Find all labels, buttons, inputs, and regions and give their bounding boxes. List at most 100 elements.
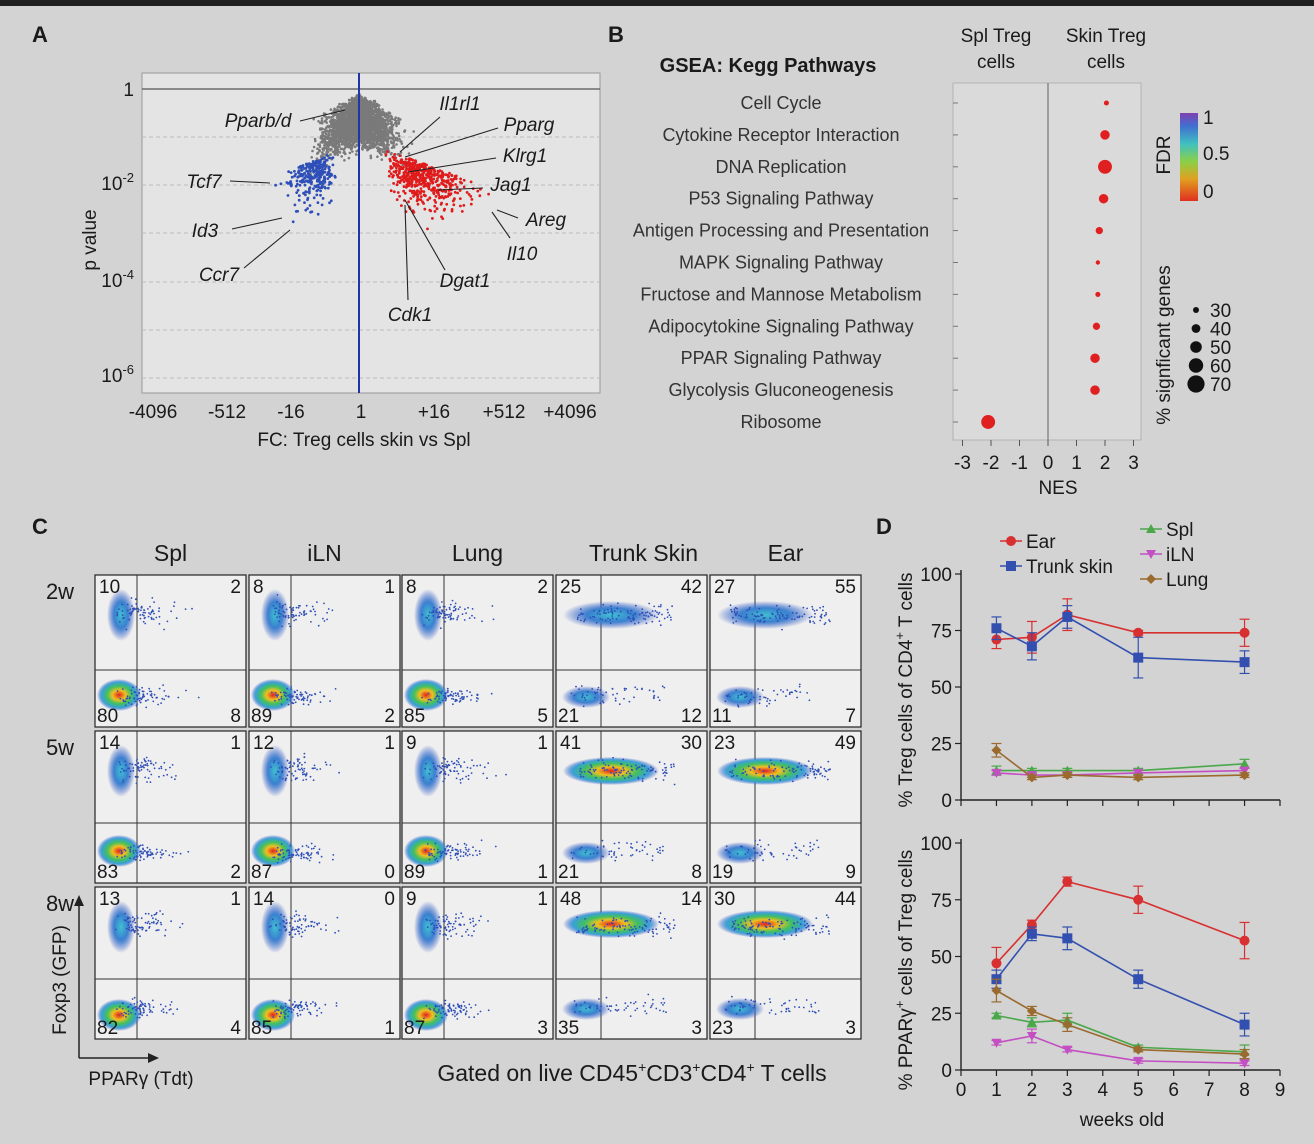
event-dot xyxy=(138,697,140,700)
gene-point xyxy=(351,105,355,108)
down-gene-point xyxy=(320,184,324,188)
down-gene-point xyxy=(297,194,301,198)
event-dot xyxy=(459,855,462,858)
gene-point xyxy=(311,149,314,153)
down-gene-point xyxy=(328,168,331,172)
event-dot xyxy=(601,767,604,770)
event-dot xyxy=(441,765,444,768)
event-dot xyxy=(191,607,193,610)
event-dot xyxy=(273,759,276,762)
event-dot xyxy=(650,769,653,771)
up-gene-point xyxy=(450,208,454,211)
event-dot xyxy=(305,692,308,695)
event-dot xyxy=(289,844,292,847)
event-dot xyxy=(296,689,299,692)
gene-point xyxy=(398,137,401,141)
event-dot xyxy=(455,777,458,780)
gene-point xyxy=(337,112,340,116)
event-dot xyxy=(153,767,156,770)
event-dot xyxy=(435,775,438,778)
up-gene-point xyxy=(452,203,456,207)
event-dot xyxy=(140,761,143,764)
event-dot xyxy=(143,849,146,852)
up-gene-point xyxy=(433,198,437,202)
event-dot xyxy=(733,608,736,611)
gene-point xyxy=(354,124,357,128)
event-dot xyxy=(596,688,599,691)
quadrant-lr: 8 xyxy=(230,706,241,727)
event-dot xyxy=(579,848,581,851)
up-gene-point xyxy=(425,173,428,177)
quadrant-ur: 1 xyxy=(384,577,395,598)
event-dot xyxy=(301,845,304,848)
event-dot xyxy=(146,846,149,849)
quadrant-lr: 0 xyxy=(384,862,395,883)
event-dot xyxy=(607,608,609,611)
event-dot xyxy=(289,625,291,628)
event-dot xyxy=(471,608,474,610)
up-gene-point xyxy=(400,204,403,208)
gene-point xyxy=(379,134,383,137)
event-dot xyxy=(442,616,445,619)
event-dot xyxy=(297,760,299,762)
event-dot xyxy=(135,849,137,852)
event-dot xyxy=(308,859,311,862)
gene-point xyxy=(325,150,328,154)
event-dot xyxy=(806,692,809,694)
event-dot xyxy=(751,613,754,616)
up-gene-point xyxy=(414,164,418,167)
gene-point xyxy=(372,102,376,105)
event-dot xyxy=(281,770,284,772)
gene-point xyxy=(331,128,335,132)
gene-point xyxy=(372,141,375,144)
volcano-grid xyxy=(142,136,600,379)
event-dot xyxy=(764,696,767,699)
event-dot xyxy=(449,851,452,854)
event-dot xyxy=(173,605,175,608)
event-dot xyxy=(286,767,289,770)
event-dot xyxy=(436,694,439,696)
up-gene-point xyxy=(413,183,416,187)
up-gene-point xyxy=(398,194,401,198)
event-dot xyxy=(296,696,299,699)
event-dot xyxy=(279,849,282,852)
event-dot xyxy=(478,850,481,853)
event-dot xyxy=(300,854,303,856)
gene-point xyxy=(344,127,348,130)
event-dot xyxy=(439,850,442,853)
panel-letter-c: C xyxy=(32,514,48,539)
gene-point xyxy=(371,124,374,128)
volcano-xlabel: FC: Treg cells skin vs Spl xyxy=(257,430,470,451)
event-dot xyxy=(451,847,454,849)
event-dot xyxy=(661,849,664,852)
up-gene-point xyxy=(395,159,399,163)
event-dot xyxy=(819,606,821,609)
down-gene-point xyxy=(321,165,325,169)
event-dot xyxy=(323,620,326,622)
event-dot xyxy=(126,603,129,606)
gene-point xyxy=(362,133,366,136)
event-dot xyxy=(303,613,306,616)
quadrant-ur: 1 xyxy=(384,733,395,754)
event-dot xyxy=(619,610,622,613)
down-gene-point xyxy=(318,163,322,167)
gene-point xyxy=(369,154,373,158)
event-dot xyxy=(757,619,759,622)
gene-point xyxy=(365,105,368,108)
event-dot xyxy=(153,693,156,696)
event-dot xyxy=(653,605,656,608)
gene-point xyxy=(350,146,354,149)
event-dot xyxy=(277,694,279,696)
pathway-label: Antigen Processing and Presentation xyxy=(633,221,929,241)
up-gene-point xyxy=(414,159,417,163)
up-gene-point xyxy=(444,173,448,177)
event-dot xyxy=(443,697,446,699)
flow-plot: 12 187 0 xyxy=(248,730,401,884)
gene-point xyxy=(382,144,386,147)
event-dot xyxy=(294,848,297,851)
event-dot xyxy=(634,612,637,615)
event-dot xyxy=(440,770,443,773)
event-dot xyxy=(148,687,151,690)
